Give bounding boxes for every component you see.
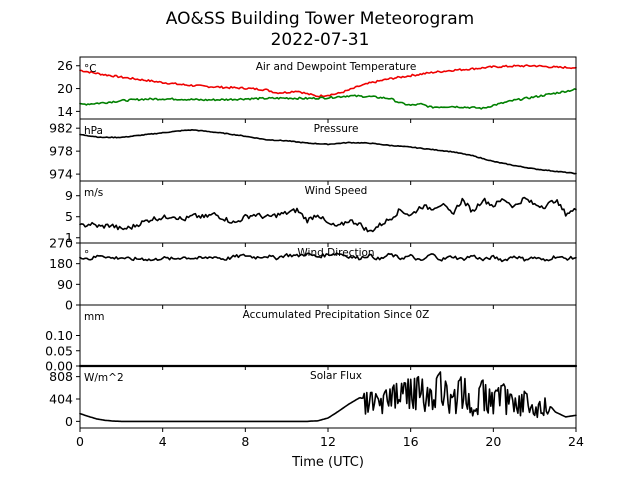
y-tick-label: 0.10 [45, 328, 73, 343]
panel-title: Air and Dewpoint Temperature [256, 61, 417, 73]
series-line [79, 196, 577, 233]
unit-label: °C [84, 63, 97, 75]
x-tick-label: 4 [159, 434, 167, 449]
series-line [79, 371, 577, 423]
series-line [79, 129, 577, 175]
unit-label: W/m^2 [84, 372, 124, 384]
x-tick-label: 0 [76, 434, 84, 449]
y-tick-label: 1 [65, 230, 73, 245]
y-tick-label: 0 [65, 298, 73, 313]
y-tick-label: 9 [65, 188, 73, 203]
series-line [79, 252, 577, 263]
y-tick-label: 20 [57, 81, 73, 96]
panel-title: Pressure [314, 123, 359, 135]
y-tick-label: 14 [57, 104, 73, 119]
panel: Solar Flux W/m^2 808 404 0 [49, 365, 577, 432]
y-tick-label: 808 [49, 369, 73, 384]
unit-label: mm [84, 311, 104, 323]
y-tick-label: 180 [49, 256, 73, 271]
panel: Wind Direction ° 270 180 90 0 [49, 236, 577, 313]
x-axis-label: Time (UTC) [291, 455, 364, 470]
y-tick-label: 26 [57, 58, 73, 73]
panel-title: Accumulated Precipitation Since 0Z [243, 309, 430, 321]
unit-label: ° [84, 249, 89, 261]
panels: Air and Dewpoint Temperature°C262014Pres… [45, 56, 578, 432]
x-tick-label: 16 [403, 434, 419, 449]
y-tick-label: 974 [49, 167, 73, 182]
series-line [79, 64, 577, 98]
y-tick-label: 978 [49, 144, 73, 159]
y-tick-label: 0.05 [45, 343, 73, 358]
unit-label: hPa [84, 125, 103, 137]
y-tick-label: 404 [49, 391, 73, 406]
x-axis: 0 4 8 12 16 20 24 [76, 434, 584, 449]
x-tick-label: 8 [241, 434, 249, 449]
unit-label: m/s [84, 187, 103, 199]
y-tick-label: 90 [57, 277, 73, 292]
panel-title: Wind Speed [305, 185, 368, 197]
panel: Pressure hPa 982 978 974 [49, 118, 577, 185]
panel: Accumulated Precipitation Since 0Z mm 0.10… [45, 304, 578, 374]
panel-title: Solar Flux [310, 370, 362, 382]
series-line [79, 88, 577, 110]
y-tick-label: 0.00 [45, 359, 73, 374]
y-tick-label: 270 [49, 236, 73, 251]
chart-subtitle: 2022-07-31 [271, 30, 370, 50]
y-tick-label: 982 [49, 121, 73, 136]
chart-title: AO&SS Building Tower Meteorogram [166, 9, 474, 29]
x-tick-label: 24 [568, 434, 584, 449]
panel-title: Wind Direction [297, 247, 374, 259]
y-tick-label: 0 [65, 414, 73, 429]
panel: Wind Speed m/s 9 5 1 [65, 180, 577, 247]
y-tick-label: 5 [65, 209, 73, 224]
x-tick-label: 20 [485, 434, 501, 449]
x-tick-label: 12 [320, 434, 336, 449]
panel: Air and Dewpoint Temperature °C 26 20 14 [57, 56, 577, 123]
